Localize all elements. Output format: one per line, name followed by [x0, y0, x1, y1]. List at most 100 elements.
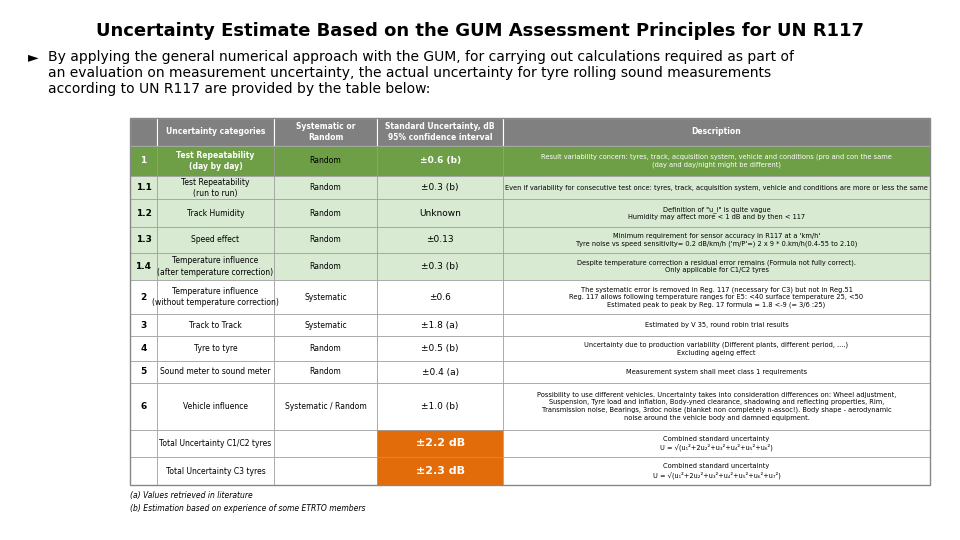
Text: Random: Random — [310, 208, 342, 218]
Bar — [377, 176, 503, 199]
Bar — [274, 253, 377, 280]
Text: ±0.13: ±0.13 — [426, 235, 454, 244]
Bar — [377, 227, 503, 253]
Bar — [377, 457, 503, 485]
Bar — [377, 314, 503, 336]
Text: 6: 6 — [140, 402, 147, 410]
Text: Systematic or
Random: Systematic or Random — [296, 122, 355, 142]
Text: Test Repeatability
(run to run): Test Repeatability (run to run) — [181, 178, 250, 198]
Text: Estimated by V 35, round robin trial results: Estimated by V 35, round robin trial res… — [645, 322, 788, 328]
Text: The systematic error is removed in Reg. 117 (necessary for C3) but not in Reg.51: The systematic error is removed in Reg. … — [569, 286, 864, 308]
Bar — [157, 227, 274, 253]
Text: Even if variability for consecutive test once: tyres, track, acquisition system,: Even if variability for consecutive test… — [505, 185, 928, 191]
Text: Despite temperature correction a residual error remains (Formula not fully corre: Despite temperature correction a residua… — [577, 259, 856, 273]
Bar — [503, 336, 930, 361]
Text: Uncertainty due to production variability (Different plants, different period, .: Uncertainty due to production variabilit… — [585, 341, 849, 355]
Bar — [274, 383, 377, 429]
Text: (a) Values retrieved in literature: (a) Values retrieved in literature — [130, 491, 252, 500]
Bar — [274, 199, 377, 227]
Text: Minimum requirement for sensor accuracy in R117 at a 'km/h'
Tyre noise vs speed : Minimum requirement for sensor accuracy … — [576, 233, 857, 247]
Text: 1.4: 1.4 — [135, 262, 152, 271]
Text: Standard Uncertainty, dB
95% confidence interval: Standard Uncertainty, dB 95% confidence … — [385, 122, 494, 142]
Bar — [157, 253, 274, 280]
Bar — [274, 227, 377, 253]
Text: ±0.3 (b): ±0.3 (b) — [421, 183, 459, 192]
Text: 2: 2 — [140, 293, 147, 302]
Bar — [503, 457, 930, 485]
Bar — [503, 361, 930, 383]
Bar — [157, 457, 274, 485]
Text: Unknown: Unknown — [420, 208, 461, 218]
Bar — [130, 280, 157, 314]
Bar — [503, 383, 930, 429]
Text: ±1.0 (b): ±1.0 (b) — [421, 402, 459, 410]
Text: 5: 5 — [140, 368, 147, 376]
Text: Systematic: Systematic — [304, 293, 347, 302]
Bar — [157, 314, 274, 336]
Text: ±0.6 (b): ±0.6 (b) — [420, 157, 461, 165]
Bar — [130, 176, 157, 199]
Bar — [377, 361, 503, 383]
Text: an evaluation on measurement uncertainty, the actual uncertainty for tyre rollin: an evaluation on measurement uncertainty… — [48, 66, 771, 80]
Text: (b) Estimation based on experience of some ETRTO members: (b) Estimation based on experience of so… — [130, 504, 366, 513]
Bar — [503, 280, 930, 314]
Bar — [157, 383, 274, 429]
Bar — [503, 253, 930, 280]
Bar — [157, 361, 274, 383]
Bar — [130, 383, 157, 429]
Text: Total Uncertainty C1/C2 tyres: Total Uncertainty C1/C2 tyres — [159, 439, 272, 448]
Bar — [377, 253, 503, 280]
Bar — [274, 361, 377, 383]
Bar — [130, 227, 157, 253]
Text: Possibility to use different vehicles. Uncertainty takes into consideration diff: Possibility to use different vehicles. U… — [537, 392, 896, 421]
Bar — [377, 336, 503, 361]
Text: ±2.3 dB: ±2.3 dB — [416, 466, 465, 476]
Bar — [377, 383, 503, 429]
Text: Combined standard uncertainty
U = √(u₁²+2u₂²+u₃²+u₄²+u₅²+u₆²): Combined standard uncertainty U = √(u₁²+… — [660, 436, 773, 451]
Text: Uncertainty Estimate Based on the GUM Assessment Principles for UN R117: Uncertainty Estimate Based on the GUM As… — [96, 22, 864, 40]
Text: Definition of "u_i" is quite vague
Humidity may affect more < 1 dB and by then <: Definition of "u_i" is quite vague Humid… — [628, 206, 805, 220]
Text: Total Uncertainty C3 tyres: Total Uncertainty C3 tyres — [165, 467, 265, 476]
Text: Result variability concern: tyres, track, acquisition system, vehicle and condit: Result variability concern: tyres, track… — [541, 154, 892, 168]
Bar — [503, 176, 930, 199]
Bar — [503, 314, 930, 336]
Text: Sound meter to sound meter: Sound meter to sound meter — [160, 368, 271, 376]
Text: ±0.5 (b): ±0.5 (b) — [421, 344, 459, 353]
Bar — [274, 457, 377, 485]
Text: Temperature influence
(after temperature correction): Temperature influence (after temperature… — [157, 256, 274, 276]
Text: Combined standard uncertainty
U = √(u₁²+2u₂²+u₃²+u₄²+u₅²+u₆²+u₇²): Combined standard uncertainty U = √(u₁²+… — [653, 463, 780, 479]
Text: Track Humidity: Track Humidity — [186, 208, 244, 218]
Bar — [377, 118, 503, 146]
Bar — [274, 314, 377, 336]
Text: ±2.2 dB: ±2.2 dB — [416, 438, 465, 448]
Text: 4: 4 — [140, 344, 147, 353]
Bar — [274, 146, 377, 176]
Bar — [130, 429, 157, 457]
Bar — [157, 199, 274, 227]
Bar — [503, 227, 930, 253]
Text: 3: 3 — [140, 321, 147, 329]
Bar — [157, 176, 274, 199]
Bar — [377, 429, 503, 457]
Text: Random: Random — [310, 262, 342, 271]
Bar — [503, 429, 930, 457]
Bar — [274, 176, 377, 199]
Bar — [130, 253, 157, 280]
Bar — [377, 280, 503, 314]
Text: Vehicle influence: Vehicle influence — [183, 402, 248, 410]
Text: Systematic / Random: Systematic / Random — [284, 402, 367, 410]
Text: Description: Description — [691, 127, 741, 137]
Text: ±0.4 (a): ±0.4 (a) — [421, 368, 459, 376]
Text: Track to Track: Track to Track — [189, 321, 242, 329]
Bar — [274, 336, 377, 361]
Bar — [157, 429, 274, 457]
Text: Random: Random — [310, 235, 342, 244]
Bar — [274, 429, 377, 457]
Text: ±0.6: ±0.6 — [429, 293, 451, 302]
Text: ±1.8 (a): ±1.8 (a) — [421, 321, 459, 329]
Bar — [130, 361, 157, 383]
Text: Tyre to tyre: Tyre to tyre — [194, 344, 237, 353]
Bar — [130, 199, 157, 227]
Text: 1.1: 1.1 — [135, 183, 152, 192]
Text: Random: Random — [310, 368, 342, 376]
